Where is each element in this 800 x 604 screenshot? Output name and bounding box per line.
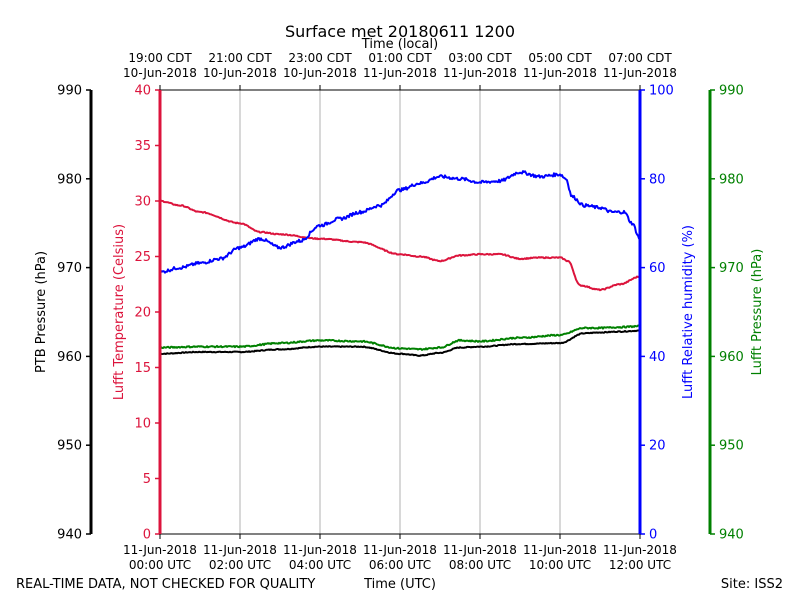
x-tick-bottom-time: 12:00 UTC xyxy=(609,558,671,572)
y-tick-label-lufft_p: 970 xyxy=(719,261,744,276)
x-tick-bottom-date: 11-Jun-2018 xyxy=(363,543,437,557)
y-tick-label-ptb: 970 xyxy=(57,261,82,276)
x-tick-bottom-date: 11-Jun-2018 xyxy=(603,543,677,557)
x-tick-top-time: 05:00 CDT xyxy=(528,51,592,65)
y-tick-label-lufft_p: 980 xyxy=(719,172,744,187)
y-axis-label-lufft_p: Lufft Pressure (hPa) xyxy=(750,249,765,376)
x-tick-bottom-time: 00:00 UTC xyxy=(129,558,191,572)
y-tick-label-rh: 20 xyxy=(649,439,666,454)
y-axis-ptb: 940 950 960 970 980 990 PTB Pressure (hPa) xyxy=(34,84,93,543)
x-tick-top-date: 10-Jun-2018 xyxy=(123,66,197,80)
x-tick-bottom-time: 04:00 UTC xyxy=(289,558,351,572)
x-tick-bottom-date: 11-Jun-2018 xyxy=(283,543,357,557)
y-tick-label-temp: 30 xyxy=(134,195,151,210)
y-axis-label-rh: Lufft Relative humidity (%) xyxy=(681,225,696,399)
y-tick-label-lufft_p: 990 xyxy=(719,84,744,99)
series-line-lufft_p xyxy=(159,324,641,351)
x-tick-top-date: 11-Jun-2018 xyxy=(443,66,517,80)
x-tick-top-date: 10-Jun-2018 xyxy=(283,66,357,80)
y-tick-label-rh: 100 xyxy=(649,84,674,99)
top-axis-label: Time (local) xyxy=(361,37,438,52)
y-tick-label-lufft_p: 960 xyxy=(719,350,744,365)
x-tick-top-date: 11-Jun-2018 xyxy=(603,66,677,80)
y-tick-label-temp: 25 xyxy=(134,250,151,265)
y-tick-label-ptb: 990 xyxy=(57,84,82,99)
x-axis-label: Time (UTC) xyxy=(363,577,436,592)
y-tick-label-temp: 10 xyxy=(134,417,151,432)
x-tick-top-time: 21:00 CDT xyxy=(208,51,272,65)
x-tick-bottom-time: 02:00 UTC xyxy=(209,558,271,572)
x-tick-top-time: 07:00 CDT xyxy=(608,51,672,65)
y-tick-label-rh: 0 xyxy=(649,528,657,543)
gridlines xyxy=(239,90,561,534)
y-tick-label-temp: 5 xyxy=(143,472,151,487)
y-tick-label-temp: 0 xyxy=(143,528,151,543)
y-axis-temp: 0 5 10 15 20 25 30 35 40 Lufft Temperature (Celsi… xyxy=(112,84,162,543)
y-axis-label-temp: Lufft Temperature (Celsius) xyxy=(112,224,127,400)
y-tick-label-temp: 15 xyxy=(134,361,151,376)
x-tick-bottom-time: 10:00 UTC xyxy=(529,558,591,572)
y-tick-label-ptb: 980 xyxy=(57,172,82,187)
series-line-ptb xyxy=(159,329,641,357)
x-tick-bottom-date: 11-Jun-2018 xyxy=(443,543,517,557)
x-tick-top-time: 01:00 CDT xyxy=(368,51,432,65)
x-tick-top-date: 11-Jun-2018 xyxy=(363,66,437,80)
footer-site: Site: ISS2 xyxy=(721,577,783,592)
y-tick-label-ptb: 960 xyxy=(57,350,82,365)
series-line-rh xyxy=(159,170,641,274)
x-tick-bottom-date: 11-Jun-2018 xyxy=(523,543,597,557)
y-axis-label-ptb: PTB Pressure (hPa) xyxy=(34,251,49,373)
x-tick-top-time: 19:00 CDT xyxy=(128,51,192,65)
series-line-temp xyxy=(159,199,641,292)
x-tick-bottom-date: 11-Jun-2018 xyxy=(203,543,277,557)
y-tick-label-lufft_p: 940 xyxy=(719,528,744,543)
x-tick-top-date: 11-Jun-2018 xyxy=(523,66,597,80)
chart-title: Surface met 20180611 1200 xyxy=(285,22,515,41)
x-tick-top-date: 10-Jun-2018 xyxy=(203,66,277,80)
y-tick-label-temp: 20 xyxy=(134,306,151,321)
x-tick-bottom-time: 08:00 UTC xyxy=(449,558,511,572)
x-tick-top-time: 23:00 CDT xyxy=(288,51,352,65)
x-tick-top-time: 03:00 CDT xyxy=(448,51,512,65)
y-tick-label-temp: 40 xyxy=(134,84,151,99)
y-tick-label-rh: 40 xyxy=(649,350,666,365)
y-axis-rh: 0 20 40 60 80 100 Lufft Relative humidity (%) xyxy=(638,84,696,543)
y-tick-label-rh: 60 xyxy=(649,261,666,276)
y-tick-label-ptb: 950 xyxy=(57,439,82,454)
x-tick-bottom-date: 11-Jun-2018 xyxy=(123,543,197,557)
series-layer xyxy=(159,170,641,357)
footer-disclaimer: REAL-TIME DATA, NOT CHECKED FOR QUALITY xyxy=(16,577,315,592)
y-tick-label-rh: 80 xyxy=(649,172,666,187)
y-tick-label-lufft_p: 950 xyxy=(719,439,744,454)
y-tick-label-ptb: 940 xyxy=(57,528,82,543)
x-tick-bottom-time: 06:00 UTC xyxy=(369,558,431,572)
y-tick-label-temp: 35 xyxy=(134,139,151,154)
y-axis-lufft_p: 940 950 960 970 980 990 Lufft Pressure (hPa) xyxy=(708,84,765,543)
